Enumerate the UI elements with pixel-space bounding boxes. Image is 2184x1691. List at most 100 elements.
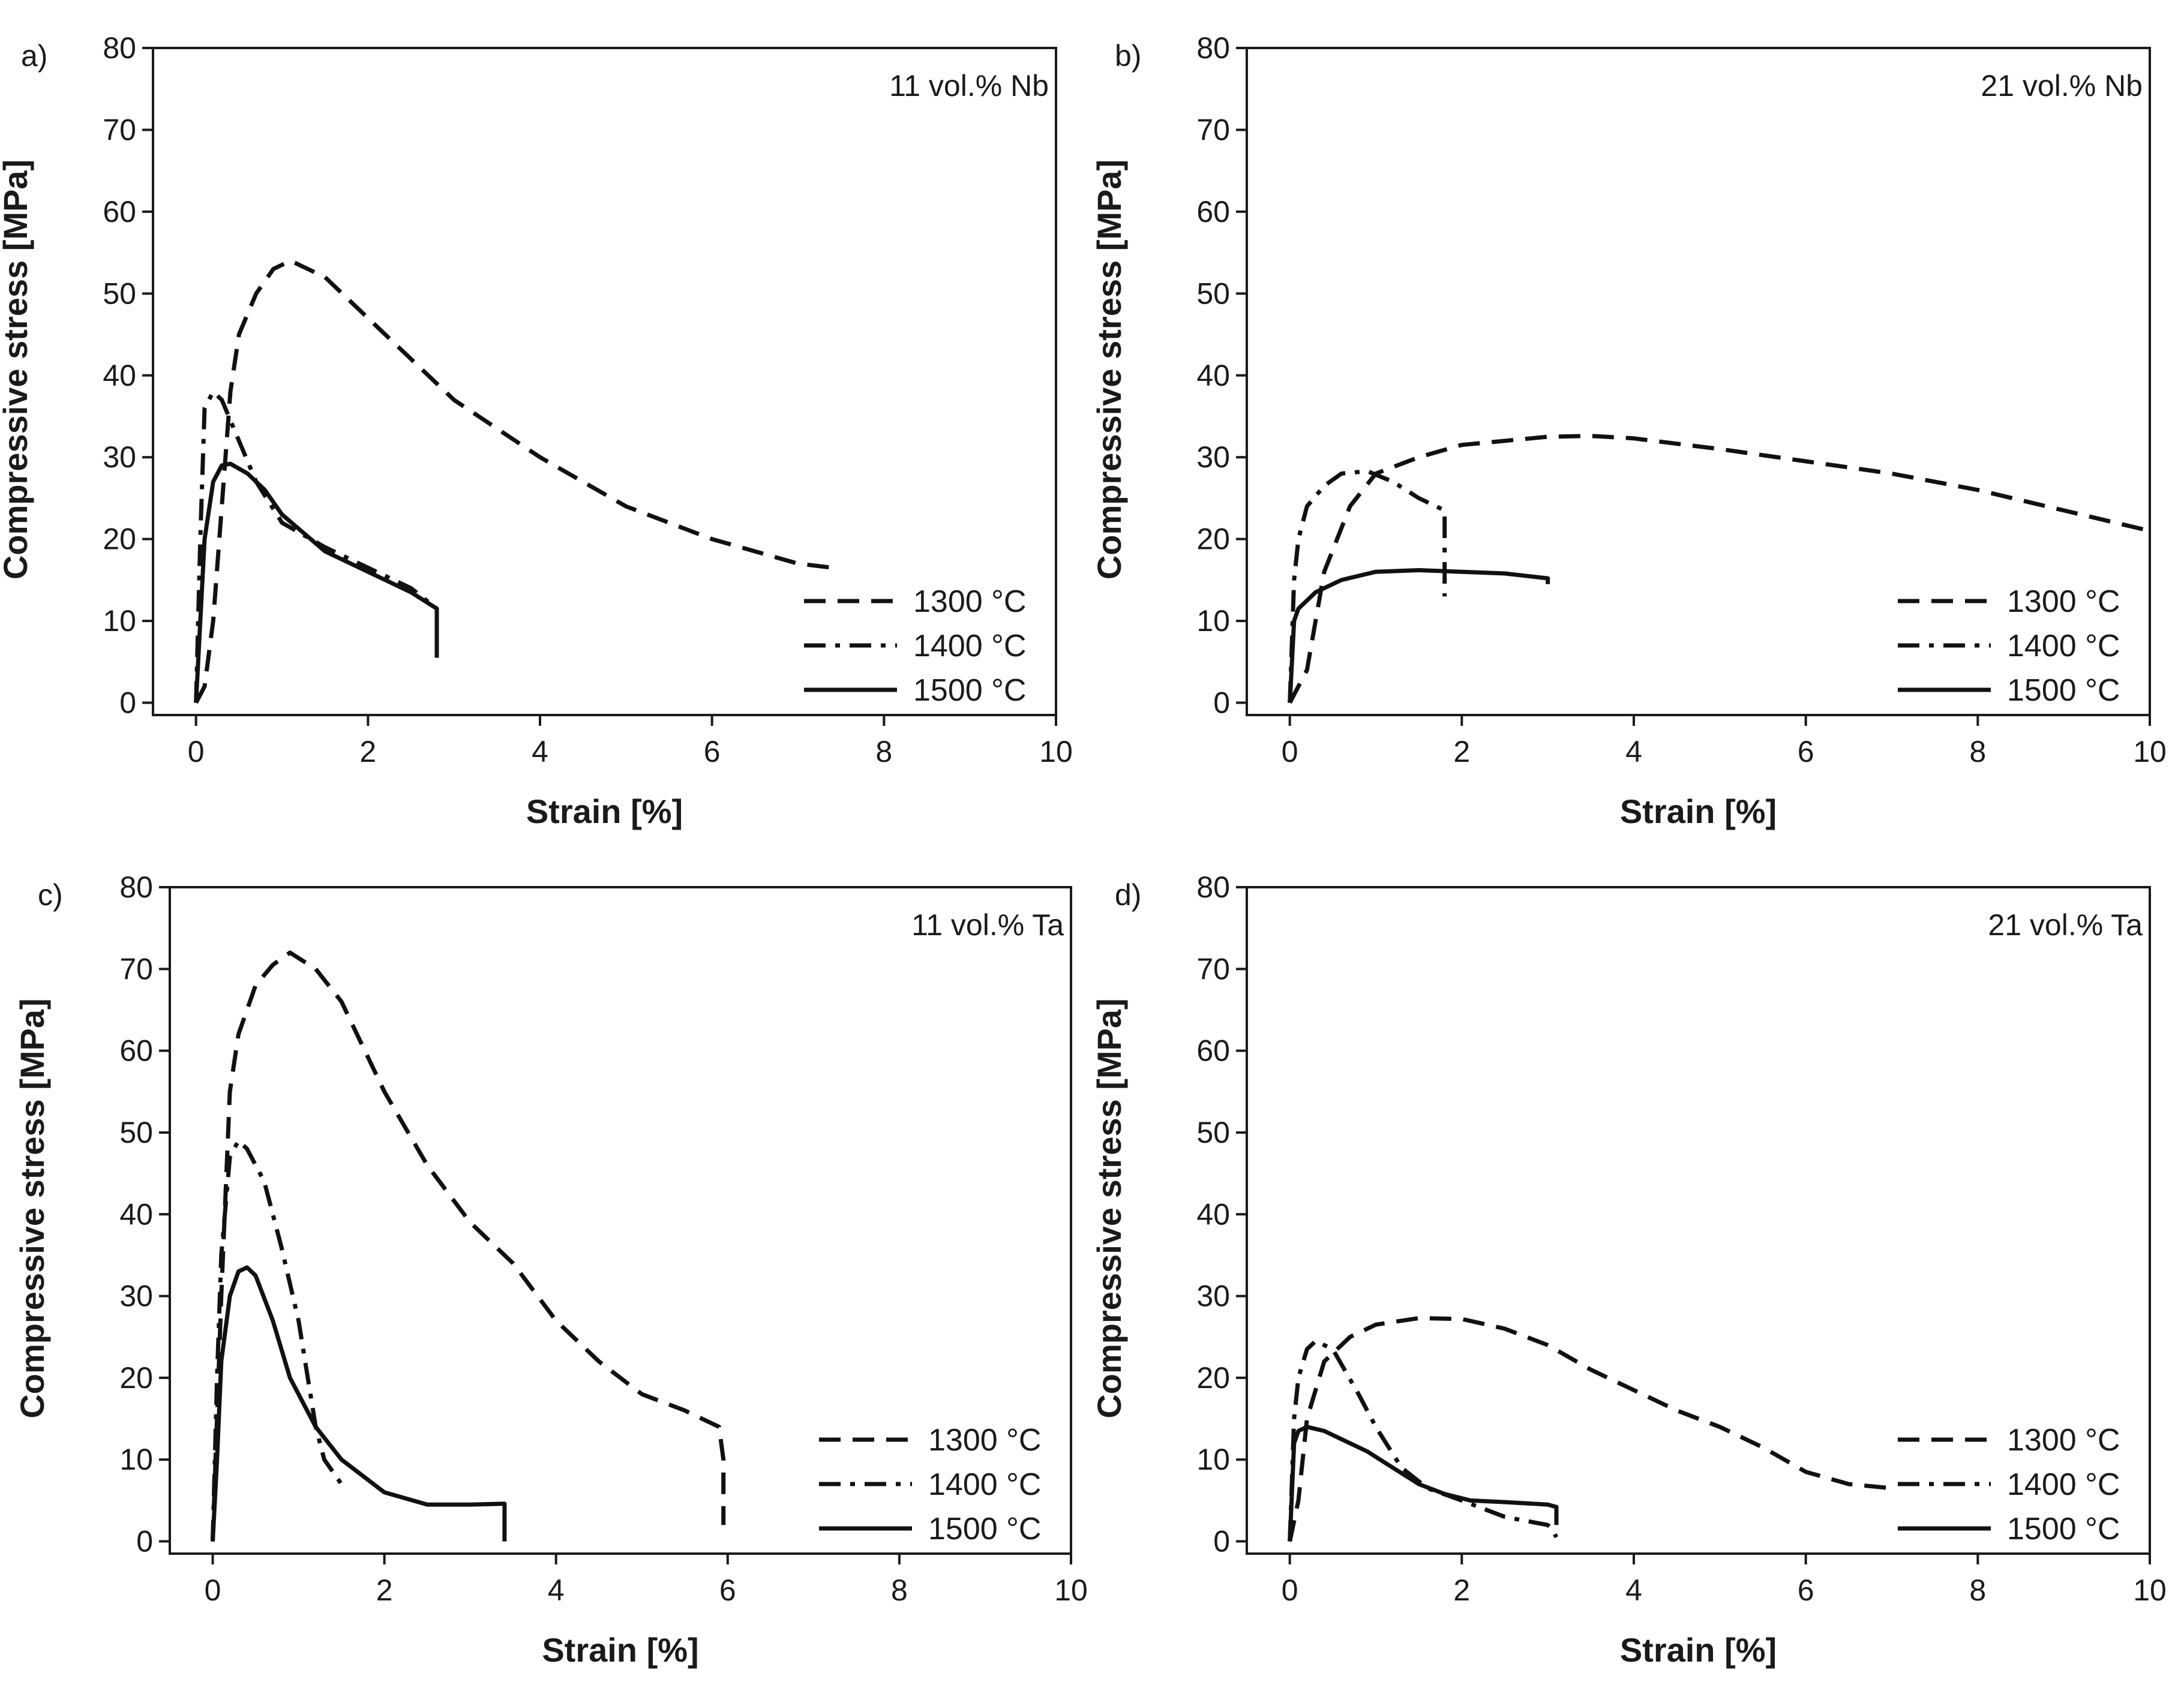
x-tick-label: 2 bbox=[359, 735, 376, 768]
y-axis-title: Compressive stress [MPa] bbox=[13, 998, 51, 1418]
y-tick-label: 50 bbox=[103, 277, 136, 310]
series-line-dashed bbox=[1288, 1315, 1892, 1542]
series-line-solid bbox=[194, 461, 439, 703]
y-tick-label: 0 bbox=[1213, 1525, 1230, 1558]
panel-label: d) bbox=[1115, 878, 1141, 912]
y-tick-label: 50 bbox=[119, 1116, 153, 1149]
y-tick-label: 0 bbox=[119, 686, 136, 720]
legend-label: 1400 °C bbox=[913, 629, 1026, 663]
y-tick-label: 0 bbox=[1213, 686, 1230, 720]
x-tick-label: 6 bbox=[719, 1573, 736, 1607]
series-line-dashdot bbox=[194, 389, 439, 703]
plot-frame bbox=[152, 47, 1057, 716]
legend-label: 1400 °C bbox=[928, 1467, 1041, 1502]
y-axis-title: Compressive stress [MPa] bbox=[1090, 160, 1128, 579]
y-tick-label: 10 bbox=[103, 604, 136, 638]
plot-frame bbox=[169, 886, 1072, 1555]
x-tick-label: 4 bbox=[548, 1573, 565, 1607]
legend-label: 1500 °C bbox=[2007, 1512, 2120, 1546]
y-tick-label: 80 bbox=[1196, 31, 1230, 65]
legend-label: 1400 °C bbox=[2007, 1467, 2120, 1502]
series-line-solid bbox=[1288, 568, 1550, 703]
x-tick-label: 0 bbox=[1282, 1573, 1298, 1607]
y-tick-label: 40 bbox=[103, 359, 136, 392]
y-tick-label: 60 bbox=[1196, 195, 1230, 229]
x-tick-label: 10 bbox=[1039, 735, 1073, 768]
x-tick-label: 2 bbox=[1453, 1573, 1470, 1607]
y-tick-label: 80 bbox=[103, 31, 136, 65]
y-tick-label: 20 bbox=[103, 522, 136, 556]
plot-frame bbox=[1246, 886, 2151, 1555]
y-tick-label: 60 bbox=[1196, 1034, 1230, 1068]
x-tick-label: 0 bbox=[205, 1573, 221, 1607]
y-tick-label: 50 bbox=[1196, 277, 1230, 310]
x-tick-label: 6 bbox=[704, 735, 721, 768]
y-tick-label: 40 bbox=[1196, 359, 1230, 392]
panel-label: c) bbox=[38, 878, 63, 912]
y-tick-label: 30 bbox=[103, 440, 136, 474]
x-tick-label: 8 bbox=[1969, 1573, 1986, 1607]
x-axis-title: Strain [%] bbox=[526, 792, 683, 830]
panel-annotation: 11 vol.% Nb bbox=[889, 69, 1049, 103]
y-tick-label: 30 bbox=[1196, 1279, 1230, 1313]
panel-annotation: 21 vol.% Ta bbox=[1988, 908, 2143, 942]
y-axis-title: Compressive stress [MPa] bbox=[1090, 998, 1128, 1418]
y-tick-label: 50 bbox=[1196, 1116, 1230, 1149]
chart-panel-a: 0 2 4 6 8 10 0 10 20 30 40 50 60 70 80 Strain [%] Compre… bbox=[0, 31, 1073, 830]
chart-panel-d: 0 2 4 6 8 10 0 10 20 30 40 50 60 70 80 Strain [%] Compre… bbox=[1090, 870, 2167, 1669]
legend-label: 1300 °C bbox=[913, 584, 1026, 619]
panel-label: a) bbox=[21, 39, 47, 73]
x-tick-label: 8 bbox=[891, 1573, 908, 1607]
y-tick-label: 0 bbox=[136, 1525, 153, 1558]
y-tick-label: 40 bbox=[119, 1197, 153, 1231]
legend: 1300 °C 1400 °C 1500 °C bbox=[1898, 584, 2120, 708]
series-line-dashed bbox=[1288, 434, 2150, 704]
y-tick-label: 30 bbox=[1196, 440, 1230, 474]
x-tick-label: 0 bbox=[1282, 735, 1298, 768]
y-tick-label: 10 bbox=[1196, 604, 1230, 638]
chart-panel-b: 0 2 4 6 8 10 0 10 20 30 40 50 60 70 80 Strain [%] Compre… bbox=[1090, 31, 2167, 830]
x-tick-label: 10 bbox=[1054, 1573, 1088, 1607]
legend-label: 1400 °C bbox=[2007, 629, 2120, 663]
series-line-solid bbox=[211, 1265, 507, 1542]
x-tick-label: 8 bbox=[1969, 735, 1986, 768]
legend-label: 1500 °C bbox=[928, 1512, 1041, 1546]
x-tick-label: 4 bbox=[1625, 1573, 1642, 1607]
series-line-dashdot bbox=[1288, 1339, 1559, 1542]
y-tick-label: 70 bbox=[103, 113, 136, 146]
x-tick-label: 2 bbox=[1453, 735, 1470, 768]
legend-label: 1300 °C bbox=[928, 1423, 1041, 1458]
legend-label: 1300 °C bbox=[2007, 584, 2120, 619]
y-tick-label: 30 bbox=[119, 1279, 153, 1313]
y-tick-label: 20 bbox=[119, 1361, 153, 1395]
x-tick-label: 4 bbox=[1625, 735, 1642, 768]
legend: 1300 °C 1400 °C 1500 °C bbox=[804, 584, 1026, 708]
plot-frame bbox=[1246, 47, 2151, 716]
x-tick-label: 2 bbox=[376, 1573, 393, 1607]
x-tick-label: 4 bbox=[532, 735, 548, 768]
y-tick-label: 60 bbox=[103, 195, 136, 229]
y-tick-label: 10 bbox=[119, 1443, 153, 1476]
y-tick-label: 20 bbox=[1196, 522, 1230, 556]
y-tick-label: 70 bbox=[1196, 113, 1230, 146]
panel-annotation: 11 vol.% Ta bbox=[911, 908, 1064, 942]
y-tick-label: 20 bbox=[1196, 1361, 1230, 1395]
x-tick-label: 6 bbox=[1798, 735, 1814, 768]
x-tick-label: 0 bbox=[188, 735, 205, 768]
x-tick-label: 6 bbox=[1798, 1573, 1814, 1607]
legend-label: 1500 °C bbox=[913, 673, 1026, 708]
panel-label: b) bbox=[1115, 39, 1141, 73]
y-tick-label: 80 bbox=[1196, 870, 1230, 904]
series-line-dashed bbox=[211, 950, 726, 1542]
x-axis-title: Strain [%] bbox=[1620, 1631, 1777, 1669]
x-axis-title: Strain [%] bbox=[542, 1631, 698, 1669]
legend-label: 1500 °C bbox=[2007, 673, 2120, 708]
y-tick-label: 70 bbox=[119, 952, 153, 986]
legend: 1300 °C 1400 °C 1500 °C bbox=[1898, 1423, 2120, 1546]
y-tick-label: 70 bbox=[1196, 952, 1230, 986]
series-line-dashed bbox=[194, 259, 833, 704]
series-line-dashdot bbox=[1288, 468, 1447, 703]
x-tick-label: 8 bbox=[875, 735, 892, 768]
x-axis-title: Strain [%] bbox=[1620, 792, 1777, 830]
